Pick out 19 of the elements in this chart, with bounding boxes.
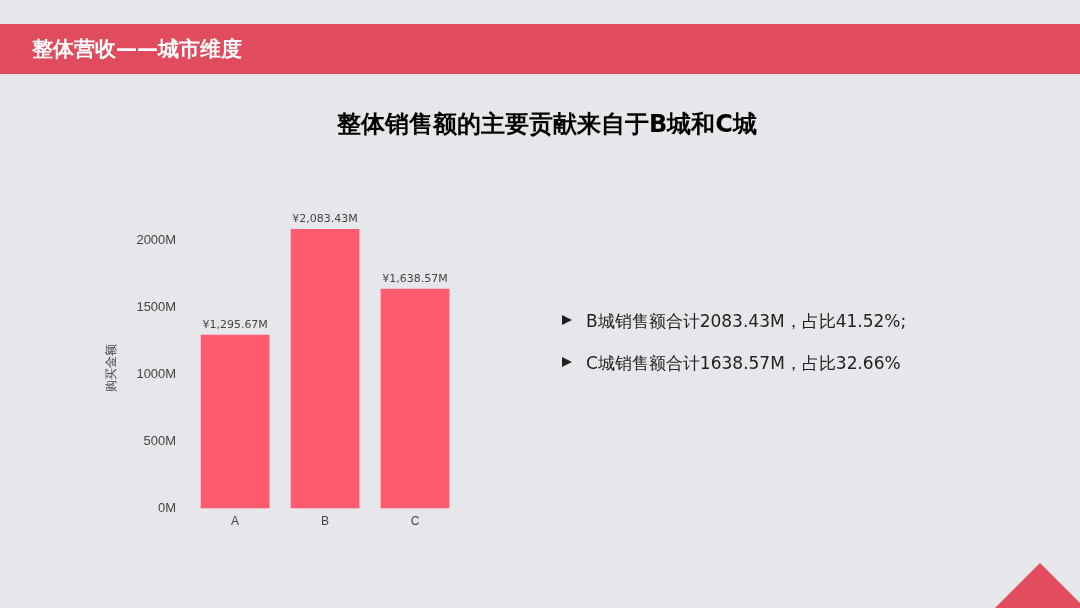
chart-title: 整体营收——城市维度 xyxy=(0,24,1080,74)
y-tick-label: 500M xyxy=(143,433,177,449)
bar xyxy=(290,229,360,509)
bar xyxy=(200,334,270,509)
bar xyxy=(380,288,450,509)
y-tick-label: 0M xyxy=(158,500,177,516)
text: B城销售额合计2083.43M，占比41.52%; xyxy=(586,311,907,331)
y-axis-title: 购买金额 xyxy=(103,343,118,392)
text: 整体销售额的主要贡献来自于B城和C城 xyxy=(336,109,758,140)
data-label: ¥1,295.67M xyxy=(202,318,268,332)
x-tick-label: C xyxy=(410,514,420,529)
text: C城销售额合计1638.57M，占比32.66% xyxy=(586,353,901,373)
x-tick-label: A xyxy=(231,514,240,529)
y-tick-label: 1500M xyxy=(136,298,177,314)
data-label: ¥1,638.57M xyxy=(382,272,448,286)
y-tick-label: 1000M xyxy=(136,365,177,381)
data-label: ¥2,083.43M xyxy=(292,212,358,226)
x-tick-label: B xyxy=(321,514,330,529)
y-tick-label: 2000M xyxy=(136,231,177,247)
